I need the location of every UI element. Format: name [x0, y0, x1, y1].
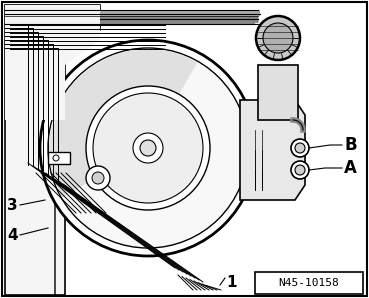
Circle shape: [295, 165, 305, 175]
Bar: [5, 14, 255, 24]
Text: 3: 3: [7, 198, 18, 212]
Circle shape: [86, 166, 110, 190]
Text: B: B: [344, 136, 356, 154]
Circle shape: [263, 23, 293, 53]
Text: 4: 4: [7, 227, 18, 243]
Bar: [258, 65, 298, 120]
Circle shape: [48, 48, 248, 248]
Circle shape: [86, 86, 210, 210]
Text: 1: 1: [227, 275, 237, 290]
Bar: [5, 10, 260, 16]
Circle shape: [291, 139, 309, 157]
Circle shape: [291, 161, 309, 179]
Circle shape: [140, 140, 156, 156]
Circle shape: [256, 16, 300, 60]
Circle shape: [133, 133, 163, 163]
Bar: [48, 152, 70, 164]
Bar: [255, 272, 363, 294]
Circle shape: [53, 155, 59, 161]
Polygon shape: [5, 5, 100, 120]
Polygon shape: [240, 100, 305, 200]
Text: A: A: [344, 159, 357, 177]
Circle shape: [93, 93, 203, 203]
Wedge shape: [49, 49, 197, 198]
Circle shape: [40, 40, 256, 256]
Text: N45-10158: N45-10158: [279, 278, 339, 288]
Circle shape: [92, 172, 104, 184]
Circle shape: [295, 143, 305, 153]
Polygon shape: [5, 5, 100, 295]
